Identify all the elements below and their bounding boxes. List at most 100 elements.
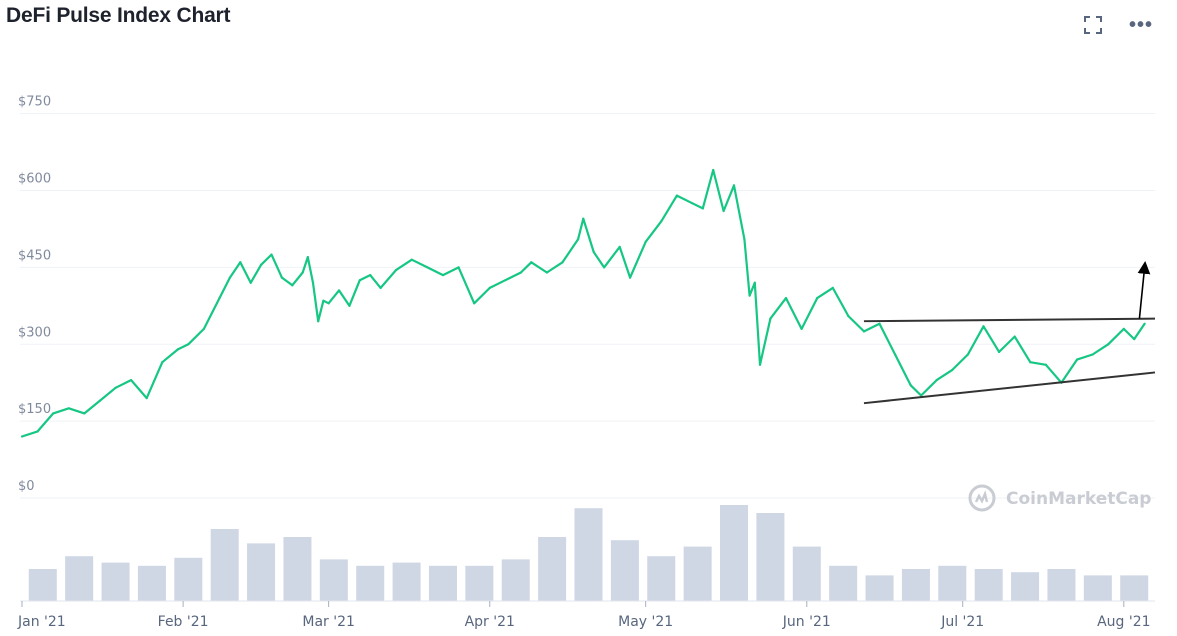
price-point (878, 322, 881, 325)
price-point (218, 297, 221, 300)
annotations (863, 261, 1156, 405)
x-tick-label: Aug '21 (1097, 614, 1150, 630)
price-point (831, 286, 834, 289)
price-point (847, 314, 850, 318)
price-point (1029, 361, 1032, 364)
price-point (722, 209, 725, 213)
price-series (20, 168, 1146, 438)
price-point (473, 302, 476, 305)
breakout-arrow (1137, 261, 1151, 319)
y-tick-label: $150 (18, 402, 51, 417)
volume-bar (28, 569, 57, 601)
price-point (52, 412, 55, 415)
price-point (322, 299, 325, 302)
volume-bar (1120, 575, 1149, 601)
volume-bar (1083, 575, 1112, 601)
price-point (909, 384, 912, 387)
watermark-text: CoinMarketCap (1006, 489, 1151, 509)
price-point (306, 256, 309, 259)
price-point (1013, 335, 1016, 338)
price-point (301, 271, 304, 274)
price-point (358, 279, 361, 282)
volume-bar (1011, 572, 1040, 601)
price-point (1122, 327, 1125, 330)
price-point (618, 245, 621, 248)
volume-bar (1047, 569, 1076, 601)
price-point (36, 430, 39, 433)
price-point (1107, 343, 1110, 346)
volume-bar (428, 565, 457, 601)
volume-bar (938, 565, 967, 601)
volume-bar (319, 559, 348, 601)
price-point (291, 284, 294, 287)
volume-bar (174, 557, 203, 601)
volume-bar (610, 540, 639, 601)
chart-title: DeFi Pulse Index Chart (6, 4, 231, 27)
volume-bar (647, 556, 676, 601)
volume-bar (829, 565, 858, 601)
x-axis: Jan '21 Feb '21 Mar '21 Apr '21 May '21 Jun '… (17, 601, 1151, 630)
x-tick-label: Feb '21 (158, 614, 209, 630)
price-point (758, 363, 762, 366)
y-tick-label: $0 (18, 479, 35, 494)
price-point (545, 271, 549, 274)
x-tick-label: May '21 (618, 614, 673, 630)
price-point (369, 273, 372, 277)
price-point (228, 276, 231, 279)
price-point (348, 304, 351, 307)
price-point (249, 281, 252, 284)
price-point (239, 261, 242, 264)
price-point (1075, 358, 1079, 361)
price-point (935, 379, 938, 382)
price-point (457, 266, 460, 269)
price-point (1091, 353, 1094, 356)
volume-bar (974, 569, 1003, 601)
price-point (337, 289, 341, 292)
volume-bar (756, 513, 785, 601)
price-point (920, 394, 923, 397)
price-point (862, 330, 866, 333)
volume-bar (356, 565, 385, 601)
volume-bar (865, 575, 894, 601)
y-tick-label: $600 (18, 172, 51, 187)
price-point (519, 271, 523, 274)
price-point (951, 368, 954, 371)
price-point (660, 220, 663, 223)
trendline (863, 317, 1156, 323)
price-point (748, 294, 751, 297)
volume-bar (792, 546, 821, 601)
price-point (145, 396, 148, 400)
trendline (863, 371, 1156, 405)
price-point (561, 261, 564, 264)
y-tick-label: $300 (18, 325, 51, 340)
price-point (176, 348, 180, 351)
price-point (997, 350, 1001, 354)
price-point (83, 412, 86, 415)
price-point (691, 202, 694, 205)
price-point (410, 258, 413, 261)
expand-icon[interactable] (1080, 12, 1106, 38)
x-tick-label: Jul '21 (940, 614, 984, 630)
volume-bar (683, 546, 712, 601)
volume-bar (137, 565, 166, 601)
volume-bar (465, 565, 494, 601)
price-point (441, 273, 445, 277)
price-point (701, 207, 704, 210)
price-point (426, 266, 429, 269)
x-tick-label: Jan '21 (17, 614, 66, 630)
price-point (769, 317, 772, 320)
price-point (327, 302, 330, 305)
grid-lines (20, 113, 1155, 499)
price-point (753, 281, 756, 284)
price-point (187, 343, 190, 346)
volume-bar (538, 537, 567, 601)
price-point (259, 263, 263, 266)
volume-bars (20, 505, 1155, 602)
price-point (280, 276, 283, 279)
more-icon[interactable]: ••• (1128, 14, 1153, 36)
price-point (270, 253, 273, 256)
price-point (675, 194, 678, 197)
volume-bar (101, 562, 130, 601)
price-point (602, 266, 606, 269)
